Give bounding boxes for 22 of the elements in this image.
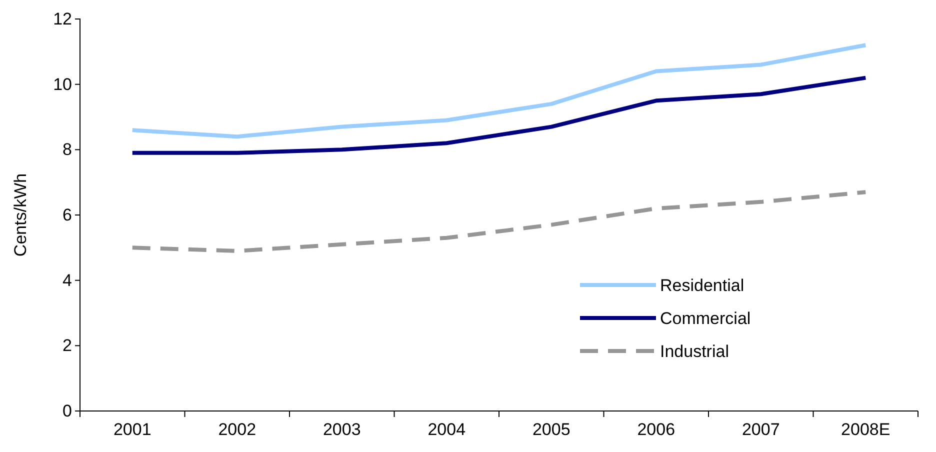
legend-label: Residential — [660, 276, 744, 295]
y-tick-label: 12 — [53, 9, 72, 28]
y-tick-label: 8 — [62, 140, 72, 160]
y-tick-label: 0 — [62, 401, 72, 420]
line-series — [130, 76, 868, 155]
line-series — [130, 190, 868, 253]
legend-label: Commercial — [660, 309, 751, 328]
x-tick-label: 2003 — [322, 420, 361, 440]
x-tick-label: 2005 — [532, 420, 570, 440]
y-tick-label: 2 — [62, 336, 72, 356]
line-series — [130, 43, 868, 139]
x-tick-label: 2001 — [113, 420, 152, 440]
y-axis-title: Cents/kWh — [11, 173, 30, 257]
legend-label: Industrial — [660, 342, 729, 361]
x-tick-label: 2008E — [841, 420, 890, 440]
y-tick-label: 4 — [62, 270, 72, 290]
x-tick-label: 2004 — [428, 420, 466, 440]
x-tick-label: 2002 — [218, 420, 256, 440]
y-tick-label: 6 — [62, 205, 72, 224]
x-tick-label: 2007 — [742, 420, 780, 440]
y-tick-label: 10 — [53, 74, 72, 94]
x-tick-label: 2006 — [637, 420, 676, 440]
